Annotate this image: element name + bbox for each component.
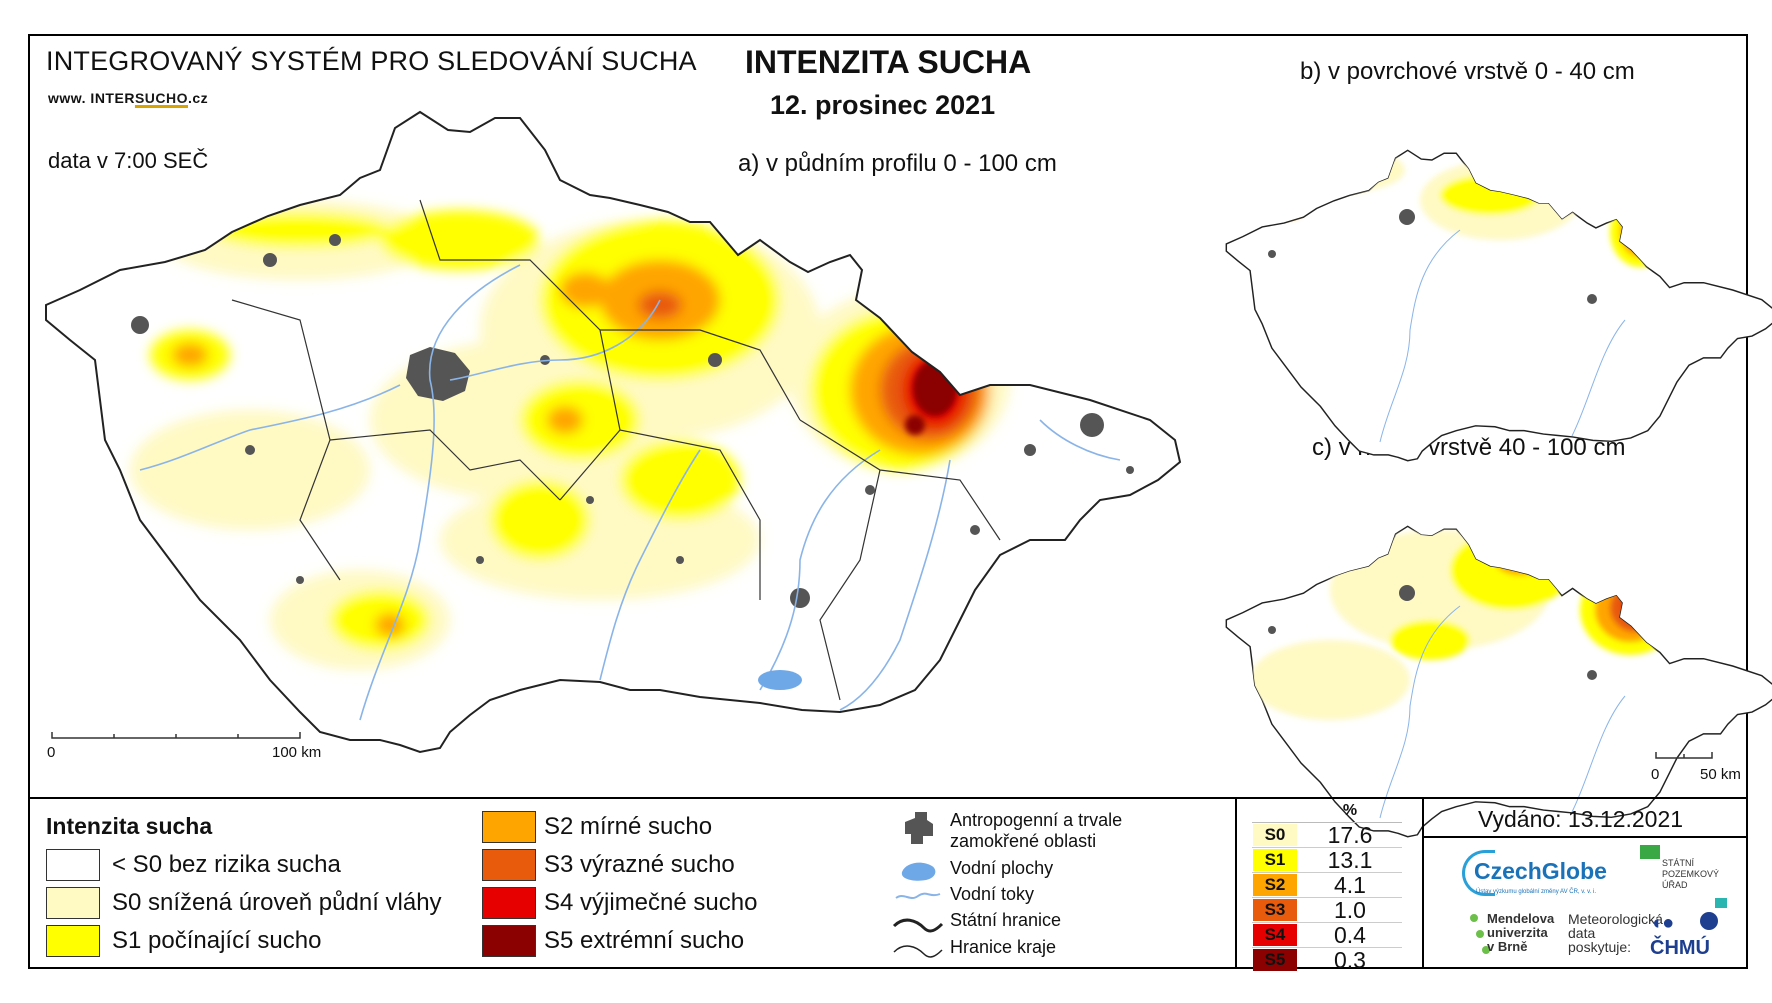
table-row: S4 0.4 — [1252, 923, 1402, 948]
row-value-s0: 17.6 — [1327, 822, 1373, 848]
row-class-s2: S2 — [1253, 874, 1297, 896]
map-b — [1225, 149, 1772, 462]
map-a — [45, 110, 1182, 754]
legend-label-s4: S4 výjimečné sucho — [544, 889, 758, 916]
table-row: S3 1.0 — [1252, 898, 1402, 923]
legend-label-region-border: Hranice kraje — [950, 937, 1057, 957]
czechglobe-logo: CzechGlobe — [1474, 858, 1607, 884]
legend-title: Intenzita sucha — [46, 813, 213, 839]
swatch-s3 — [482, 849, 536, 881]
mendel-dot-icon — [1476, 930, 1484, 938]
scale-c-end: 50 km — [1700, 766, 1741, 783]
row-class-s3: S3 — [1253, 899, 1297, 921]
table-row: S2 4.1 — [1252, 873, 1402, 898]
swatch-s0 — [46, 887, 100, 919]
met-data-label: Meteorologická data poskytuje: — [1568, 911, 1663, 955]
scale-a-zero: 0 — [47, 744, 56, 761]
state-border-icon — [892, 918, 944, 933]
scale-bar-a — [51, 732, 301, 739]
scale-c-zero: 0 — [1651, 766, 1660, 783]
table-row: S1 13.1 — [1252, 848, 1402, 873]
system-title: INTEGROVANÝ SYSTÉM PRO SLEDOVÁNÍ SUCHA — [46, 46, 697, 76]
row-class-s5: S5 — [1253, 949, 1297, 971]
swatch-s4 — [482, 887, 536, 919]
main-title: INTENZITA SUCHA — [745, 44, 1032, 80]
urban-area-icon — [905, 812, 933, 844]
row-value-s5: 0.3 — [1334, 947, 1366, 973]
legend-label-water: Vodní plochy — [950, 858, 1054, 878]
percentage-table: % S0 17.6 S1 13.1 S2 4.1 S3 1.0 S4 0.4 S… — [1252, 800, 1402, 972]
chmu-logo-dot — [1700, 912, 1718, 930]
legend-label-s5: S5 extrémní sucho — [544, 927, 745, 954]
row-class-s4: S4 — [1253, 924, 1297, 946]
row-value-s1: 13.1 — [1327, 847, 1373, 873]
swatch-s1 — [46, 925, 100, 957]
row-value-s4: 0.4 — [1334, 922, 1366, 948]
swatch-none — [46, 849, 100, 881]
spu-logo: STÁTNÍ POZEMKOVÝ ÚŘAD — [1662, 858, 1720, 890]
water-body-a — [758, 670, 802, 690]
map-c — [1225, 525, 1772, 838]
map-b-label: b) v povrchové vrstvě 0 - 40 cm — [1300, 58, 1635, 85]
issued-date: Vydáno: 13.12.2021 — [1478, 806, 1684, 832]
map-a-label: a) v půdním profilu 0 - 100 cm — [738, 150, 1057, 177]
legend-divider-1 — [1235, 797, 1237, 969]
legend-label-urban: Antropogenní a trvale zamokřené oblasti — [950, 810, 1123, 851]
river-icon — [895, 892, 941, 899]
mendel-dot-icon — [1470, 914, 1478, 922]
swatch-s5 — [482, 925, 536, 957]
percent-header: % — [1342, 802, 1358, 819]
legend-label-rivers: Vodní toky — [950, 884, 1035, 904]
website-link[interactable]: www. INTERSUCHO.cz — [48, 90, 208, 106]
row-value-s2: 4.1 — [1334, 872, 1366, 898]
water-body-icon — [901, 862, 936, 881]
row-value-s3: 1.0 — [1334, 897, 1366, 923]
mendel-logo: Mendelova univerzita v Brně — [1487, 911, 1555, 954]
issued-separator — [1422, 836, 1748, 838]
legend-label-s1: S1 počínající sucho — [112, 927, 322, 954]
legend-label-state-border: Státní hranice — [950, 910, 1062, 930]
scale-bar-c — [1655, 752, 1713, 759]
legend-separator — [30, 797, 1746, 799]
chmu-logo-icon: ◖● — [1650, 912, 1675, 934]
table-row: S0 17.6 — [1252, 823, 1402, 848]
data-time: data v 7:00 SEČ — [48, 148, 209, 173]
spu-logo-accent — [1715, 898, 1727, 908]
table-row: S5 0.3 — [1252, 948, 1402, 972]
region-borders-a — [231, 199, 1001, 701]
row-class-s0: S0 — [1253, 824, 1297, 846]
drought-intensity-layer-a — [130, 199, 1134, 721]
czechglobe-logo-icon — [1462, 850, 1495, 896]
mendel-dot-icon — [1482, 946, 1490, 954]
state-border-a — [45, 110, 1182, 754]
website-highlight: SUCHO — [134, 90, 188, 106]
urban-areas-a — [131, 234, 1134, 608]
czechglobe-subtitle: Ústav výzkumu globální změny AV ČR, v. v… — [1476, 889, 1597, 895]
row-class-s1: S1 — [1253, 849, 1297, 871]
legend-label-none: < S0 bez rizika sucha — [112, 851, 341, 878]
spu-logo-icon — [1640, 845, 1660, 859]
website-prefix: www. INTER — [48, 90, 135, 106]
website-suffix: .cz — [188, 90, 209, 106]
map-date: 12. prosinec 2021 — [770, 90, 996, 120]
legend-label-s0: S0 snížená úroveň půdní vláhy — [112, 889, 442, 916]
region-border-icon — [893, 945, 943, 958]
swatch-s2 — [482, 811, 536, 843]
chmu-logo: ČHMÚ — [1650, 937, 1710, 959]
legend-label-s2: S2 mírné sucho — [544, 813, 713, 840]
legend-divider-2 — [1422, 797, 1424, 969]
scale-a-end: 100 km — [272, 744, 322, 761]
legend-label-s3: S3 výrazné sucho — [544, 851, 735, 878]
